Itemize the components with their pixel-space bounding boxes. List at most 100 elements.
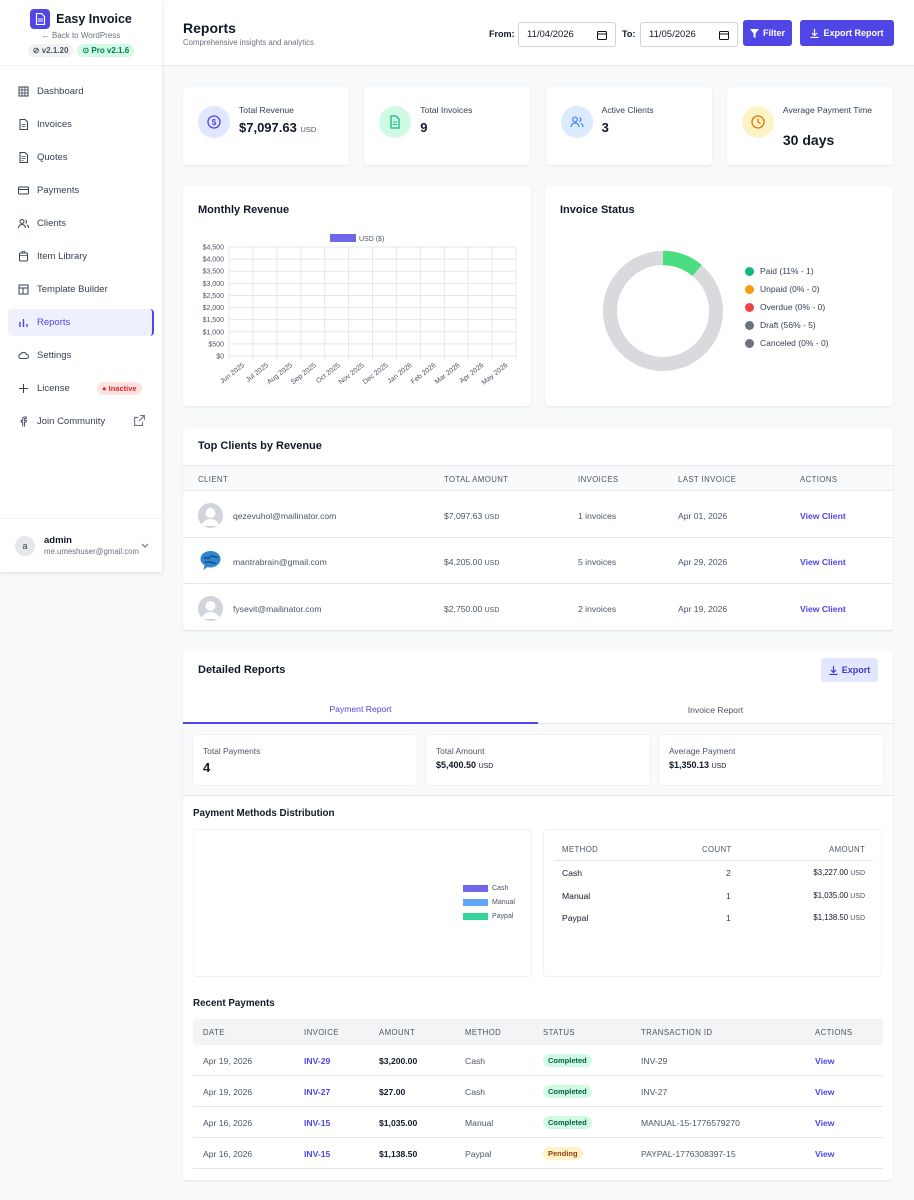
pro-version-badge: ⊙ Pro v2.1.6 bbox=[77, 44, 135, 57]
view-client-link[interactable]: View Client bbox=[800, 603, 846, 614]
to-date-input[interactable]: 11/05/2026 bbox=[640, 22, 738, 47]
view-payment-link[interactable]: View bbox=[815, 1149, 835, 1159]
column-header: COUNT bbox=[702, 845, 732, 854]
payment-date: Apr 19, 2026 bbox=[203, 1087, 253, 1097]
legend-swatch bbox=[463, 885, 488, 892]
view-payment-link[interactable]: View bbox=[815, 1056, 835, 1066]
credit-card-icon bbox=[18, 185, 29, 196]
back-to-wordpress-link[interactable]: ← Back to WordPress bbox=[41, 31, 121, 40]
clock-icon bbox=[741, 106, 774, 138]
table-row: Apr 19, 2026 INV-29 $3,200.00 Cash Completed… bbox=[193, 1045, 883, 1076]
sidebar-item-dashboard[interactable]: Dashboard bbox=[8, 78, 154, 105]
sidebar-item-settings[interactable]: Settings bbox=[8, 342, 154, 369]
tab-payment-report[interactable]: Payment Report bbox=[183, 696, 538, 724]
method-legend-item[interactable]: Cash bbox=[463, 885, 508, 892]
invoice-status-donut-chart bbox=[603, 250, 723, 371]
method-legend-item[interactable]: Manual bbox=[463, 899, 515, 906]
recent-payments-header-row: DATE INVOICE AMOUNT METHOD STATUS TRANSA… bbox=[193, 1019, 883, 1045]
invoice-link[interactable]: INV-27 bbox=[304, 1087, 331, 1097]
export-button[interactable]: Export bbox=[821, 658, 878, 682]
payment-method: Paypal bbox=[465, 1149, 492, 1159]
invoice-link[interactable]: INV-15 bbox=[304, 1149, 331, 1159]
summary-label: Total Amount bbox=[436, 746, 485, 756]
quote-icon bbox=[18, 152, 29, 163]
avatar bbox=[198, 549, 223, 574]
sidebar-item-item-library[interactable]: Item Library bbox=[8, 243, 154, 270]
stat-label: Total Revenue bbox=[239, 105, 294, 115]
sidebar-item-reports[interactable]: Reports bbox=[8, 309, 154, 336]
brand-block: Easy Invoice ← Back to WordPress ⊘ v2.1.… bbox=[0, 0, 162, 66]
invoice-status-card: Invoice Status Paid (11% - 1) Unpaid (0% … bbox=[545, 186, 893, 406]
status-legend-item[interactable]: Draft (56% - 5) bbox=[745, 320, 816, 330]
invoice-link[interactable]: INV-29 bbox=[304, 1056, 331, 1066]
sidebar-item-template-builder[interactable]: Template Builder bbox=[8, 276, 154, 303]
sidebar-item-label: Invoices bbox=[37, 119, 72, 130]
sidebar-item-label: Dashboard bbox=[37, 86, 84, 97]
table-row: Apr 19, 2026 INV-27 $27.00 Cash Completed INV… bbox=[193, 1076, 883, 1107]
sidebar-item-license[interactable]: License ● Inactive bbox=[8, 375, 154, 402]
x-tick-label: Jun 2025 bbox=[219, 362, 246, 385]
top-clients-header-row: CLIENT TOTAL AMOUNT INVOICES LAST INVOIC… bbox=[183, 465, 893, 491]
view-payment-link[interactable]: View bbox=[815, 1087, 835, 1097]
sidebar-item-label: Payments bbox=[37, 185, 80, 196]
calendar-icon[interactable] bbox=[597, 30, 607, 40]
payment-method: Cash bbox=[465, 1087, 486, 1097]
version-badge: ⊘ v2.1.20 bbox=[27, 44, 74, 57]
legend-swatch bbox=[330, 234, 356, 242]
cloud-icon bbox=[18, 350, 29, 361]
sidebar-item-label: Clients bbox=[37, 218, 67, 229]
sidebar-item-join-community[interactable]: Join Community bbox=[8, 408, 154, 435]
legend-dot bbox=[745, 284, 754, 294]
chevron-down-icon[interactable] bbox=[141, 543, 149, 549]
status-legend-item[interactable]: Unpaid (0% - 0) bbox=[745, 284, 820, 294]
total-payments-summary: Total Payments 4 bbox=[193, 735, 417, 785]
sidebar-item-label: License bbox=[37, 383, 70, 394]
transaction-id: INV-27 bbox=[641, 1087, 668, 1097]
view-payment-link[interactable]: View bbox=[815, 1118, 835, 1128]
sidebar-item-label: Template Builder bbox=[37, 284, 108, 295]
status-legend-item[interactable]: Canceled (0% - 0) bbox=[745, 338, 829, 348]
method-legend-item[interactable]: Paypal bbox=[463, 913, 513, 920]
x-tick-label: Jan 2026 bbox=[387, 362, 414, 385]
x-tick-label: May 2026 bbox=[481, 362, 510, 387]
method-name: Paypal bbox=[562, 913, 589, 923]
tab-invoice-report[interactable]: Invoice Report bbox=[687, 705, 744, 715]
invoice-link[interactable]: INV-15 bbox=[304, 1118, 331, 1128]
legend-label: Canceled (0% - 0) bbox=[760, 338, 829, 348]
page-subtitle: Comprehensive insights and analytics bbox=[183, 38, 314, 47]
legend-dot bbox=[745, 266, 754, 276]
filter-button[interactable]: Filter bbox=[743, 20, 792, 46]
status-legend-item[interactable]: Overdue (0% - 0) bbox=[745, 302, 825, 312]
column-header: AMOUNT bbox=[829, 845, 866, 854]
sidebar-item-clients[interactable]: Clients bbox=[8, 210, 154, 237]
y-tick-label: $3,000 bbox=[203, 281, 225, 288]
table-row: fysevit@mailinator.com $2,750.00 USD 2 inv… bbox=[183, 585, 893, 631]
legend-label: Manual bbox=[492, 899, 515, 906]
user-menu[interactable]: a admin me.umeshuser@gmail.com bbox=[0, 518, 162, 572]
stat-value: $7,097.63 USD bbox=[239, 120, 317, 135]
download-icon bbox=[810, 28, 819, 38]
status-legend-item[interactable]: Paid (11% - 1) bbox=[745, 266, 814, 276]
avatar bbox=[198, 503, 223, 528]
legend-swatch bbox=[463, 899, 488, 906]
sidebar-item-invoices[interactable]: Invoices bbox=[8, 111, 154, 138]
total-invoices-card: Total Invoices 9 bbox=[364, 87, 531, 165]
view-client-link[interactable]: View Client bbox=[800, 557, 846, 568]
app-title: Easy Invoice bbox=[56, 12, 132, 26]
view-client-link[interactable]: View Client bbox=[800, 511, 846, 521]
invoice-count: 2 invoices bbox=[578, 603, 617, 614]
table-row: Apr 16, 2026 INV-15 $1,138.50 Paypal Pending… bbox=[193, 1138, 883, 1169]
transaction-id: MANUAL-15-1776579270 bbox=[641, 1118, 740, 1128]
payment-methods-title: Payment Methods Distribution bbox=[193, 808, 335, 819]
client-email: mantrabrain@gmail.com bbox=[233, 557, 327, 568]
active-clients-card: Active Clients 3 bbox=[545, 87, 712, 165]
y-tick-label: $4,000 bbox=[203, 257, 225, 264]
export-report-button[interactable]: Export Report bbox=[800, 20, 894, 46]
report-tabs: Payment Report Invoice Report bbox=[183, 696, 893, 724]
from-date-input[interactable]: 11/04/2026 bbox=[518, 22, 616, 47]
calendar-icon[interactable] bbox=[719, 30, 729, 40]
sidebar-item-payments[interactable]: Payments bbox=[8, 177, 154, 204]
method-count: 2 bbox=[726, 868, 731, 878]
sidebar-item-quotes[interactable]: Quotes bbox=[8, 144, 154, 171]
sidebar-item-label: Quotes bbox=[37, 152, 68, 163]
